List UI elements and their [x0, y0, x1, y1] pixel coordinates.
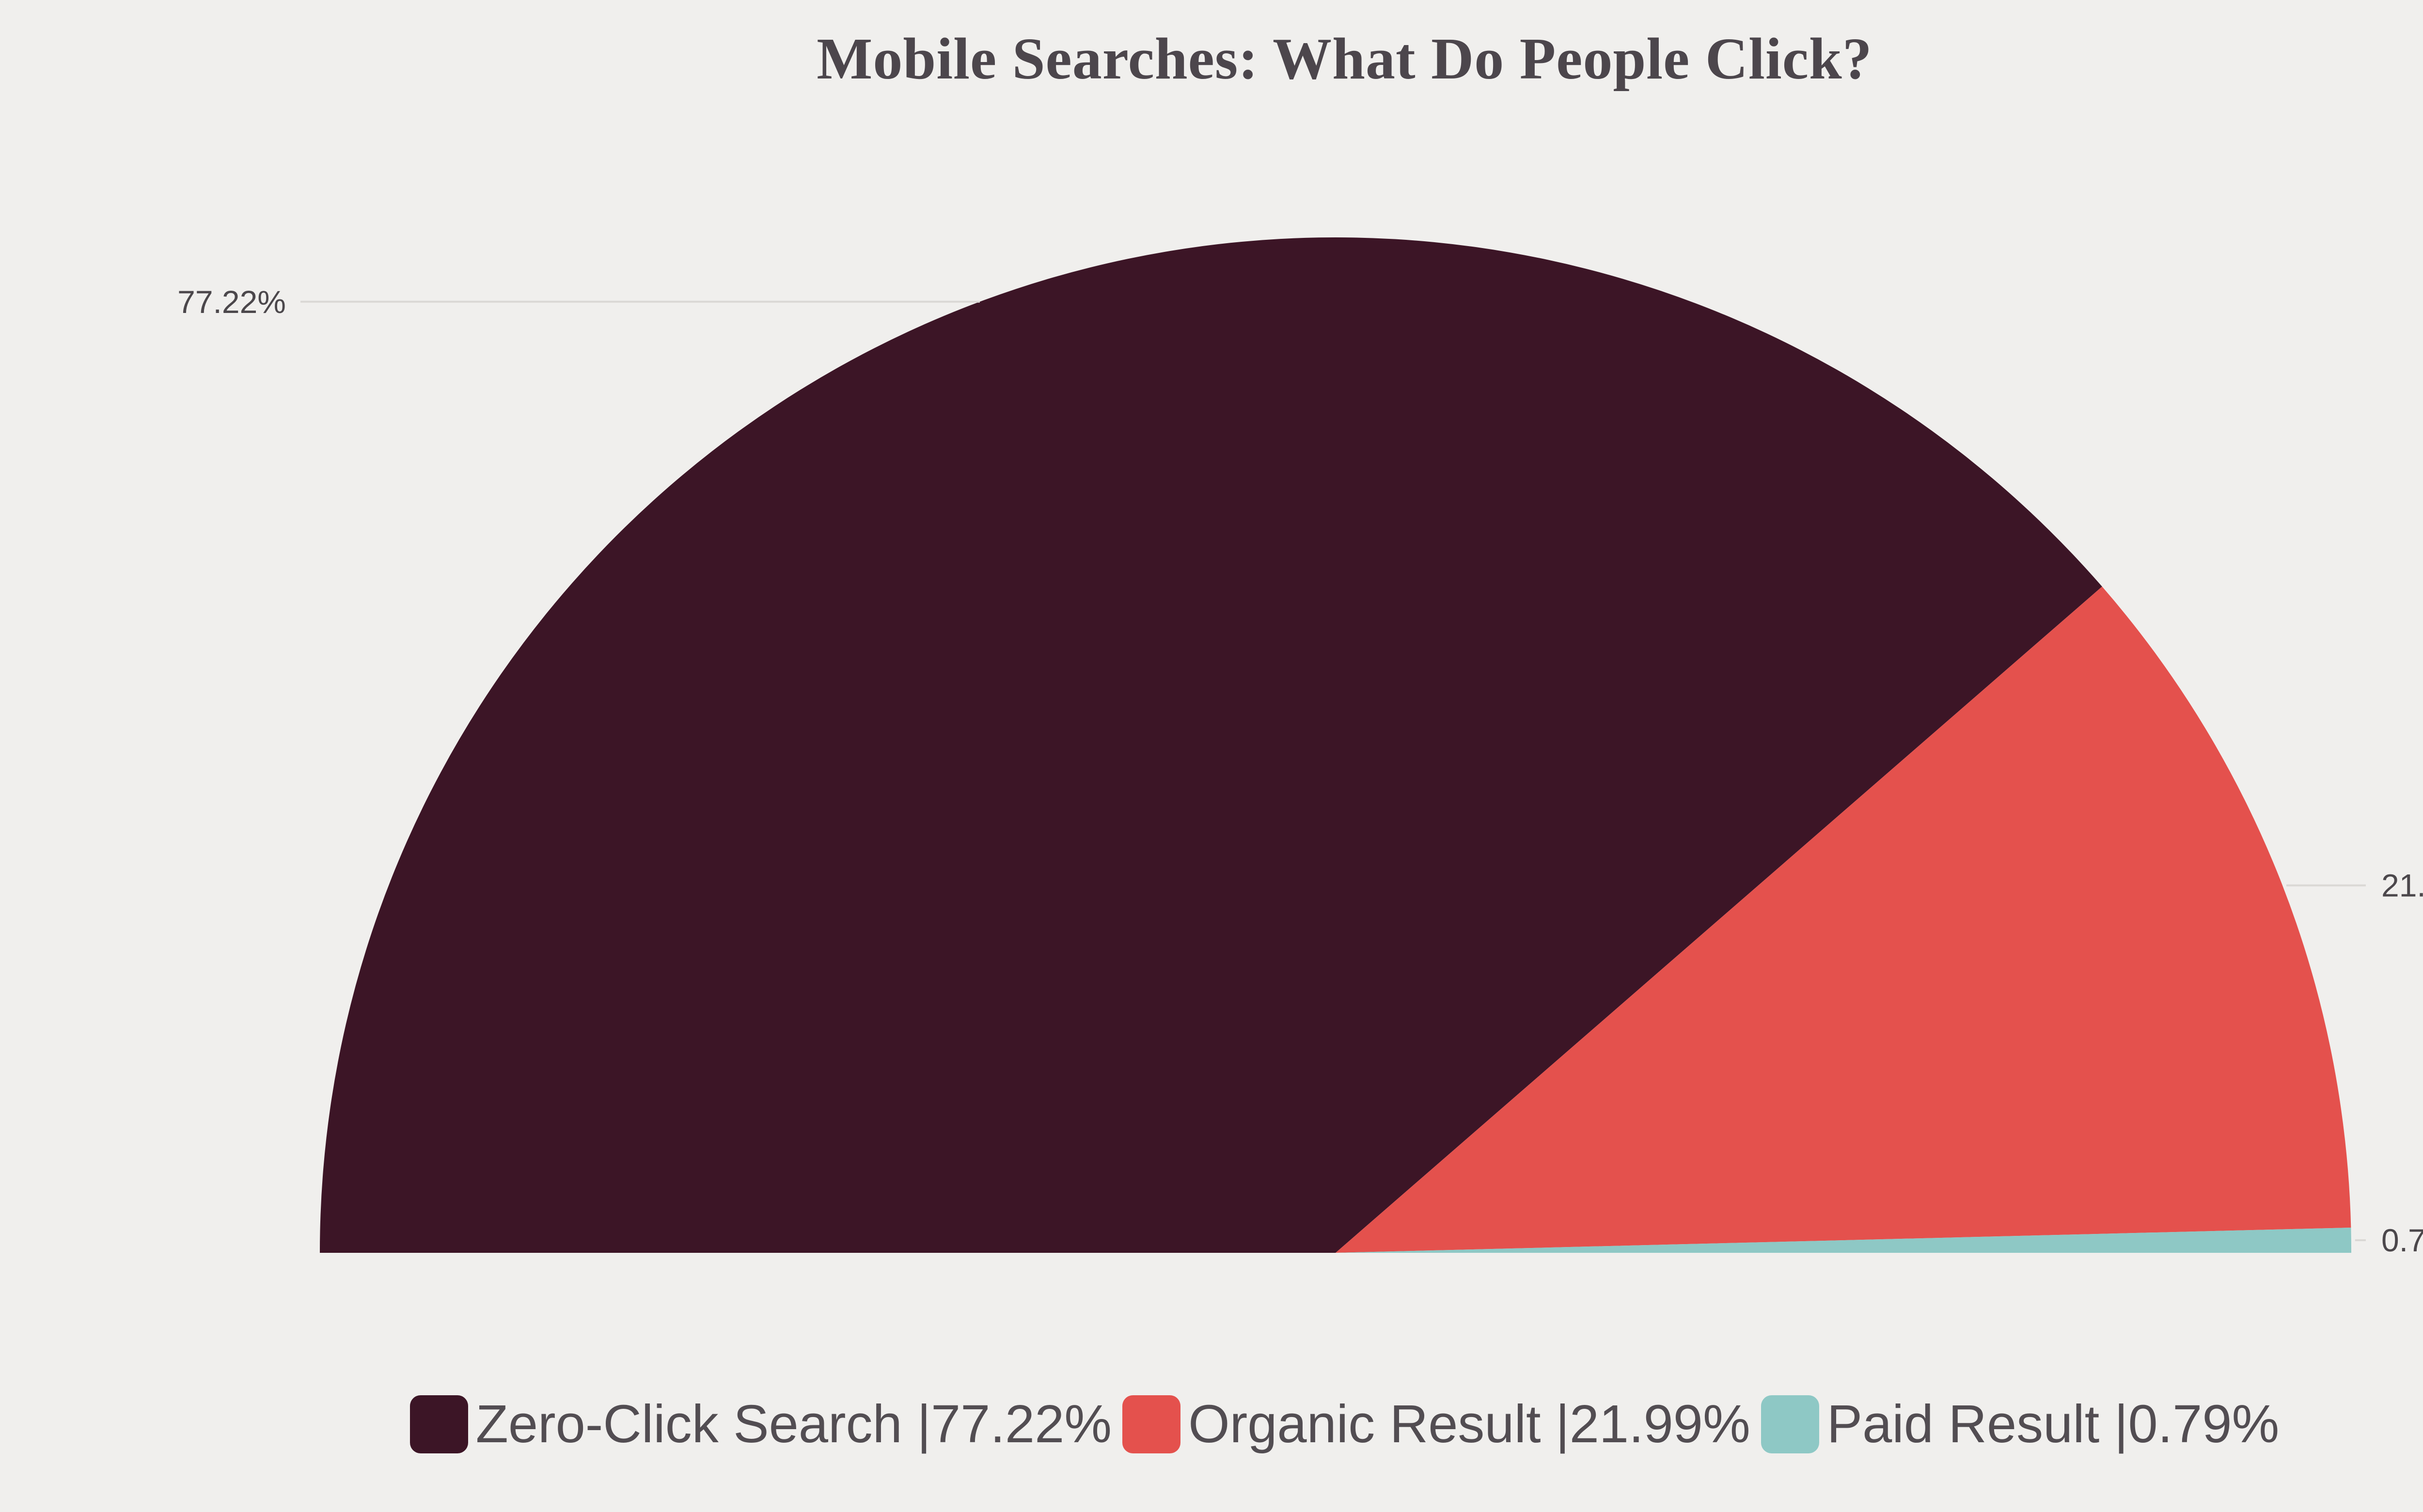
slice-percent-label: 21.99% [2381, 868, 2423, 904]
legend-label: Paid Result |0.79% [1826, 1394, 2280, 1454]
legend-label: Organic Result |21.99% [1188, 1394, 1750, 1454]
legend-label: Zero-Click Search |77.22% [475, 1394, 1112, 1454]
pie-slice-paid-result[interactable] [1336, 1228, 2352, 1253]
legend-swatch-organic-result [1122, 1395, 1181, 1453]
slice-percent-label: 77.22% [177, 284, 286, 320]
legend-item-organic-result[interactable]: Organic Result |21.99% [1122, 1393, 1750, 1455]
pie-slice-zero-click-search[interactable] [320, 237, 2102, 1253]
slice-percent-label: 0.79% [2381, 1222, 2423, 1258]
legend-swatch-paid-result [1761, 1395, 1819, 1453]
legend-item-paid-result[interactable]: Paid Result |0.79% [1761, 1393, 2280, 1455]
legend: Zero-Click Search |77.22% Organic Result… [0, 1393, 2423, 1455]
legend-item-zero-click-search[interactable]: Zero-Click Search |77.22% [409, 1393, 1112, 1455]
legend-swatch-zero-click-search [409, 1395, 468, 1453]
chart-title: Mobile Searches: What Do People Click? [817, 26, 1872, 92]
pie-slice-organic-result[interactable] [1336, 586, 2351, 1253]
